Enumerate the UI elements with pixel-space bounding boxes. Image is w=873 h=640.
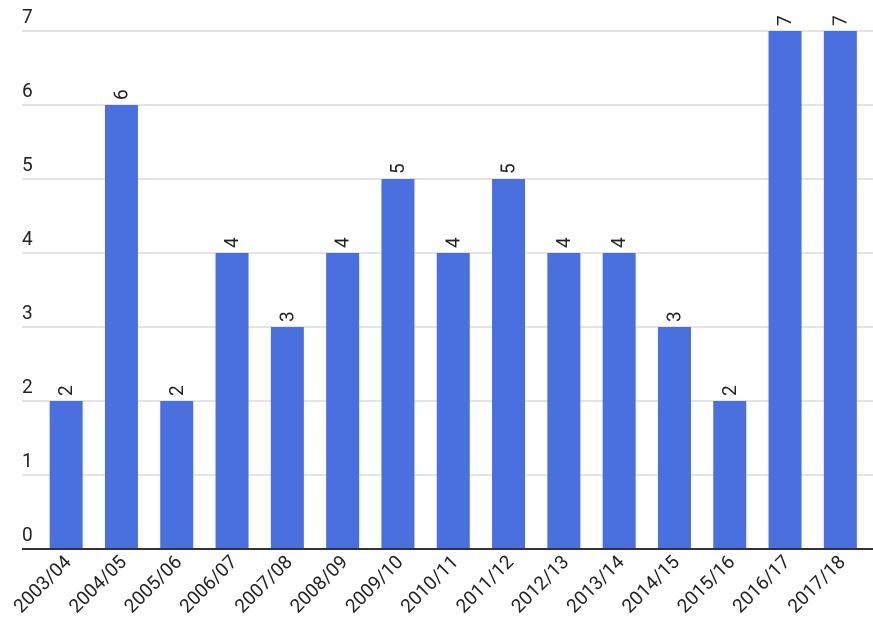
x-tick-label: 2011/12 — [451, 550, 518, 617]
bar — [657, 327, 691, 549]
bar — [547, 253, 581, 549]
data-label: 4 — [331, 237, 354, 248]
x-tick-label: 2006/07 — [174, 550, 241, 617]
data-label: 5 — [497, 163, 520, 174]
data-label: 5 — [386, 163, 409, 174]
x-tick-label: 2017/18 — [783, 550, 850, 617]
y-tick-label: 3 — [22, 301, 33, 324]
data-label: 4 — [552, 237, 575, 248]
data-label: 2 — [165, 385, 188, 396]
data-label: 4 — [441, 237, 464, 248]
bar — [436, 253, 470, 549]
data-label: 7 — [828, 15, 851, 26]
x-tick-label: 2015/16 — [672, 550, 739, 617]
data-label: 4 — [607, 237, 630, 248]
y-tick-label: 1 — [22, 449, 33, 472]
data-label: 2 — [54, 385, 77, 396]
x-tick-label: 2007/08 — [230, 550, 297, 617]
x-tick-label: 2010/11 — [396, 550, 463, 617]
bar — [104, 105, 138, 549]
bar — [326, 253, 360, 549]
data-label: 3 — [275, 311, 298, 322]
data-label: 3 — [662, 311, 685, 322]
bar — [215, 253, 249, 549]
bar — [602, 253, 636, 549]
y-tick-label: 5 — [22, 153, 33, 176]
x-tick-label: 2014/15 — [617, 550, 684, 617]
bar — [270, 327, 304, 549]
x-tick-label: 2009/10 — [340, 550, 407, 617]
y-tick-label: 6 — [22, 79, 33, 102]
x-tick-label: 2016/17 — [727, 550, 794, 617]
bar — [160, 401, 194, 549]
y-tick-label: 4 — [22, 227, 33, 250]
bar — [381, 179, 415, 549]
bar — [823, 31, 857, 549]
data-label: 7 — [773, 15, 796, 26]
data-label: 4 — [220, 237, 243, 248]
x-tick-label: 2008/09 — [285, 550, 352, 617]
bar — [49, 401, 83, 549]
x-tick-label: 2003/04 — [9, 550, 76, 617]
data-label: 2 — [718, 385, 741, 396]
x-tick-label: 2013/14 — [562, 550, 629, 617]
x-tick-label: 2004/05 — [64, 550, 131, 617]
bar — [713, 401, 747, 549]
y-tick-label: 7 — [22, 5, 33, 28]
bar — [768, 31, 802, 549]
data-label: 6 — [109, 89, 132, 100]
y-tick-label: 0 — [22, 523, 33, 546]
x-tick-label: 2012/13 — [506, 550, 573, 617]
y-tick-label: 2 — [22, 375, 33, 398]
bar — [492, 179, 526, 549]
x-tick-label: 2005/06 — [119, 550, 186, 617]
